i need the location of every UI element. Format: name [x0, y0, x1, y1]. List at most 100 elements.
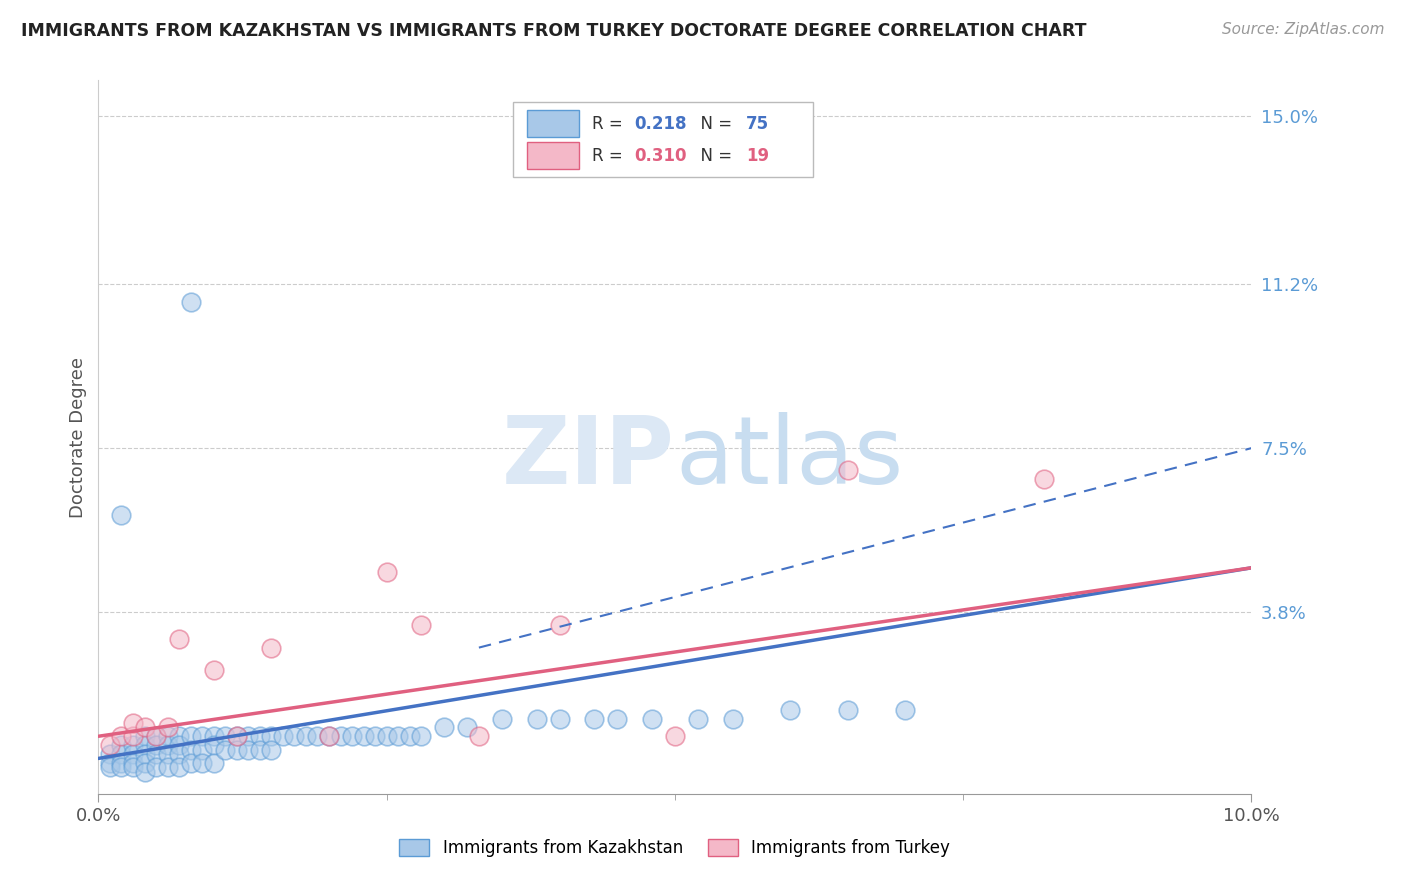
Bar [527, 143, 579, 169]
Text: Source: ZipAtlas.com: Source: ZipAtlas.com [1222, 22, 1385, 37]
Point [548, 712, 571, 726]
Point [145, 729, 167, 743]
Point [238, 742, 260, 756]
Point [318, 729, 340, 743]
Point [1032, 472, 1054, 486]
Point [98, 747, 121, 761]
Point [145, 747, 167, 761]
Point [191, 742, 214, 756]
Text: 0.218: 0.218 [634, 115, 688, 133]
Point [180, 729, 202, 743]
Point [98, 756, 121, 770]
Text: 0.310: 0.310 [634, 147, 688, 165]
Point [134, 738, 156, 752]
FancyBboxPatch shape [513, 102, 813, 177]
Point [456, 720, 478, 734]
Point [134, 747, 156, 761]
Text: atlas: atlas [675, 412, 903, 505]
Point [260, 742, 283, 756]
Point [364, 729, 387, 743]
Point [837, 703, 859, 717]
Point [122, 738, 145, 752]
Point [202, 756, 225, 770]
Point [837, 463, 859, 477]
Point [167, 738, 190, 752]
Point [411, 729, 433, 743]
Text: ZIP: ZIP [502, 412, 675, 505]
Point [411, 618, 433, 632]
Point [134, 764, 156, 779]
Point [260, 729, 283, 743]
Bar [527, 111, 579, 137]
Point [214, 729, 236, 743]
Point [225, 729, 247, 743]
Point [110, 508, 132, 522]
Point [156, 738, 179, 752]
Point [156, 760, 179, 774]
Point [433, 720, 456, 734]
Point [156, 729, 179, 743]
Point [375, 566, 398, 580]
Point [134, 720, 156, 734]
Point [191, 756, 214, 770]
Point [134, 729, 156, 743]
Point [214, 742, 236, 756]
Text: IMMIGRANTS FROM KAZAKHSTAN VS IMMIGRANTS FROM TURKEY DOCTORATE DEGREE CORRELATIO: IMMIGRANTS FROM KAZAKHSTAN VS IMMIGRANTS… [21, 22, 1087, 40]
Point [122, 747, 145, 761]
Point [238, 729, 260, 743]
Point [225, 742, 247, 756]
Point [340, 729, 363, 743]
Point [191, 729, 214, 743]
Text: N =: N = [690, 115, 737, 133]
Text: 19: 19 [747, 147, 769, 165]
Text: R =: R = [592, 115, 628, 133]
Point [318, 729, 340, 743]
Point [468, 729, 491, 743]
Point [664, 729, 686, 743]
Point [167, 729, 190, 743]
Point [283, 729, 305, 743]
Point [353, 729, 375, 743]
Point [606, 712, 628, 726]
Point [307, 729, 329, 743]
Point [249, 729, 271, 743]
Point [180, 742, 202, 756]
Point [202, 738, 225, 752]
Point [167, 632, 190, 646]
Point [295, 729, 318, 743]
Point [122, 729, 145, 743]
Point [167, 760, 190, 774]
Point [134, 756, 156, 770]
Point [122, 715, 145, 730]
Point [398, 729, 420, 743]
Point [526, 712, 548, 726]
Point [225, 729, 247, 743]
Point [98, 738, 121, 752]
Point [491, 712, 513, 726]
Point [779, 703, 801, 717]
Point [110, 738, 132, 752]
Point [548, 618, 571, 632]
Point [110, 747, 132, 761]
Point [260, 640, 283, 655]
Text: R =: R = [592, 147, 628, 165]
Point [180, 756, 202, 770]
Point [641, 712, 664, 726]
Point [387, 729, 409, 743]
Point [686, 712, 709, 726]
Point [156, 720, 179, 734]
Point [145, 738, 167, 752]
Point [180, 294, 202, 309]
Point [249, 742, 271, 756]
Point [271, 729, 294, 743]
Point [583, 712, 606, 726]
Point [122, 760, 145, 774]
Legend: Immigrants from Kazakhstan, Immigrants from Turkey: Immigrants from Kazakhstan, Immigrants f… [392, 832, 957, 864]
Point [145, 760, 167, 774]
Point [167, 747, 190, 761]
Point [375, 729, 398, 743]
Text: N =: N = [690, 147, 737, 165]
Point [329, 729, 352, 743]
Point [202, 663, 225, 677]
Point [721, 712, 744, 726]
